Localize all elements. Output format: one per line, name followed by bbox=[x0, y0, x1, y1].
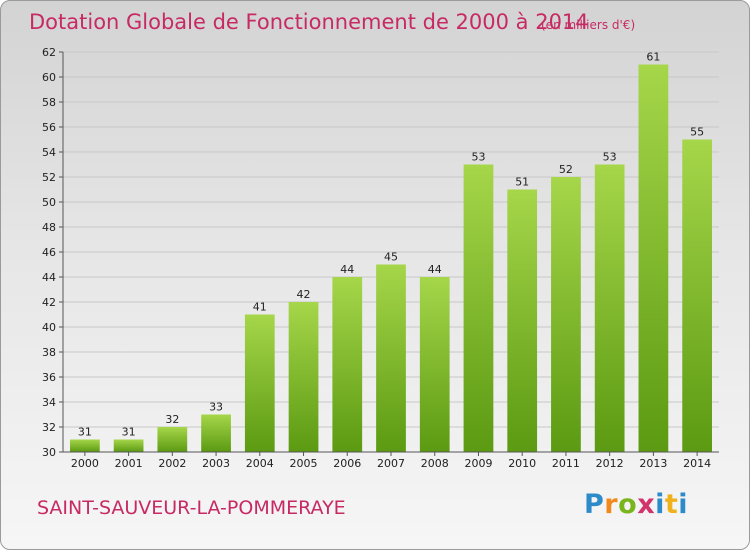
y-tick-label: 60 bbox=[42, 71, 56, 84]
bar-value-label: 55 bbox=[690, 126, 704, 139]
y-tick-label: 30 bbox=[42, 446, 56, 459]
bar bbox=[157, 427, 188, 452]
y-tick-label: 50 bbox=[42, 196, 56, 209]
x-tick-label: 2012 bbox=[596, 457, 624, 470]
bar bbox=[507, 189, 538, 452]
bar bbox=[682, 139, 713, 452]
y-tick-label: 34 bbox=[42, 396, 56, 409]
bar bbox=[551, 177, 581, 452]
x-tick-label: 2006 bbox=[333, 457, 361, 470]
bar bbox=[332, 277, 363, 452]
chart-title: Dotation Globale de Fonctionnement de 20… bbox=[29, 10, 589, 34]
y-tick-label: 54 bbox=[42, 146, 56, 159]
bar bbox=[463, 164, 494, 452]
x-tick-label: 2000 bbox=[71, 457, 99, 470]
x-tick-label: 2007 bbox=[377, 457, 405, 470]
y-tick-label: 58 bbox=[42, 96, 56, 109]
bar-value-label: 33 bbox=[209, 401, 223, 414]
bar bbox=[113, 439, 144, 452]
bar bbox=[376, 264, 406, 452]
x-tick-label: 2010 bbox=[508, 457, 536, 470]
chart-unit: (en milliers d'€) bbox=[541, 18, 636, 32]
x-tick-label: 2014 bbox=[683, 457, 711, 470]
x-tick-label: 2003 bbox=[202, 457, 230, 470]
bar-value-label: 44 bbox=[340, 263, 354, 276]
y-tick-label: 40 bbox=[42, 321, 56, 334]
bar bbox=[288, 302, 319, 452]
bar-value-label: 42 bbox=[297, 288, 311, 301]
y-tick-label: 56 bbox=[42, 121, 56, 134]
bar bbox=[201, 414, 231, 452]
bar bbox=[594, 164, 625, 452]
bar-value-label: 44 bbox=[428, 263, 442, 276]
y-tick-label: 62 bbox=[42, 46, 56, 59]
bar-value-label: 31 bbox=[78, 426, 92, 439]
x-tick-label: 2013 bbox=[639, 457, 667, 470]
axes: 30 32 34 36 38 40 42 44 46 48 50 52 54 56 58 60 62 2000 20… bbox=[42, 46, 719, 470]
x-tick-label: 2002 bbox=[158, 457, 186, 470]
bar-value-label: 61 bbox=[646, 51, 660, 64]
bar-value-label: 51 bbox=[515, 176, 529, 189]
y-tick-label: 52 bbox=[42, 171, 56, 184]
bar-value-label: 53 bbox=[471, 151, 485, 164]
bar-value-label: 53 bbox=[603, 151, 617, 164]
y-tick-label: 46 bbox=[42, 246, 56, 259]
bar bbox=[244, 314, 275, 452]
proxiti-logo[interactable]: Proxiti bbox=[584, 489, 689, 520]
bar bbox=[69, 439, 100, 452]
bar-value-label: 52 bbox=[559, 163, 573, 176]
x-tick-label: 2011 bbox=[552, 457, 580, 470]
x-tick-label: 2004 bbox=[246, 457, 274, 470]
y-tick-label: 44 bbox=[42, 271, 56, 284]
y-tick-label: 36 bbox=[42, 371, 56, 384]
x-tick-label: 2008 bbox=[421, 457, 449, 470]
y-tick-label: 32 bbox=[42, 421, 56, 434]
y-tick-label: 48 bbox=[42, 221, 56, 234]
bars: 31 31 32 33 41 42 44 45 44 53 51 52 53 61 55 bbox=[69, 51, 713, 452]
x-tick-label: 2009 bbox=[464, 457, 492, 470]
y-tick-label: 38 bbox=[42, 346, 56, 359]
bar-value-label: 32 bbox=[165, 413, 179, 426]
bar-value-label: 31 bbox=[122, 426, 136, 439]
bar bbox=[638, 64, 669, 452]
bar bbox=[419, 277, 450, 452]
bar-value-label: 41 bbox=[253, 301, 267, 314]
x-tick-label: 2001 bbox=[115, 457, 143, 470]
y-tick-label: 42 bbox=[42, 296, 56, 309]
commune-name: SAINT-SAUVEUR-LA-POMMERAYE bbox=[37, 497, 346, 519]
bar-value-label: 45 bbox=[384, 251, 398, 264]
x-tick-label: 2005 bbox=[290, 457, 318, 470]
